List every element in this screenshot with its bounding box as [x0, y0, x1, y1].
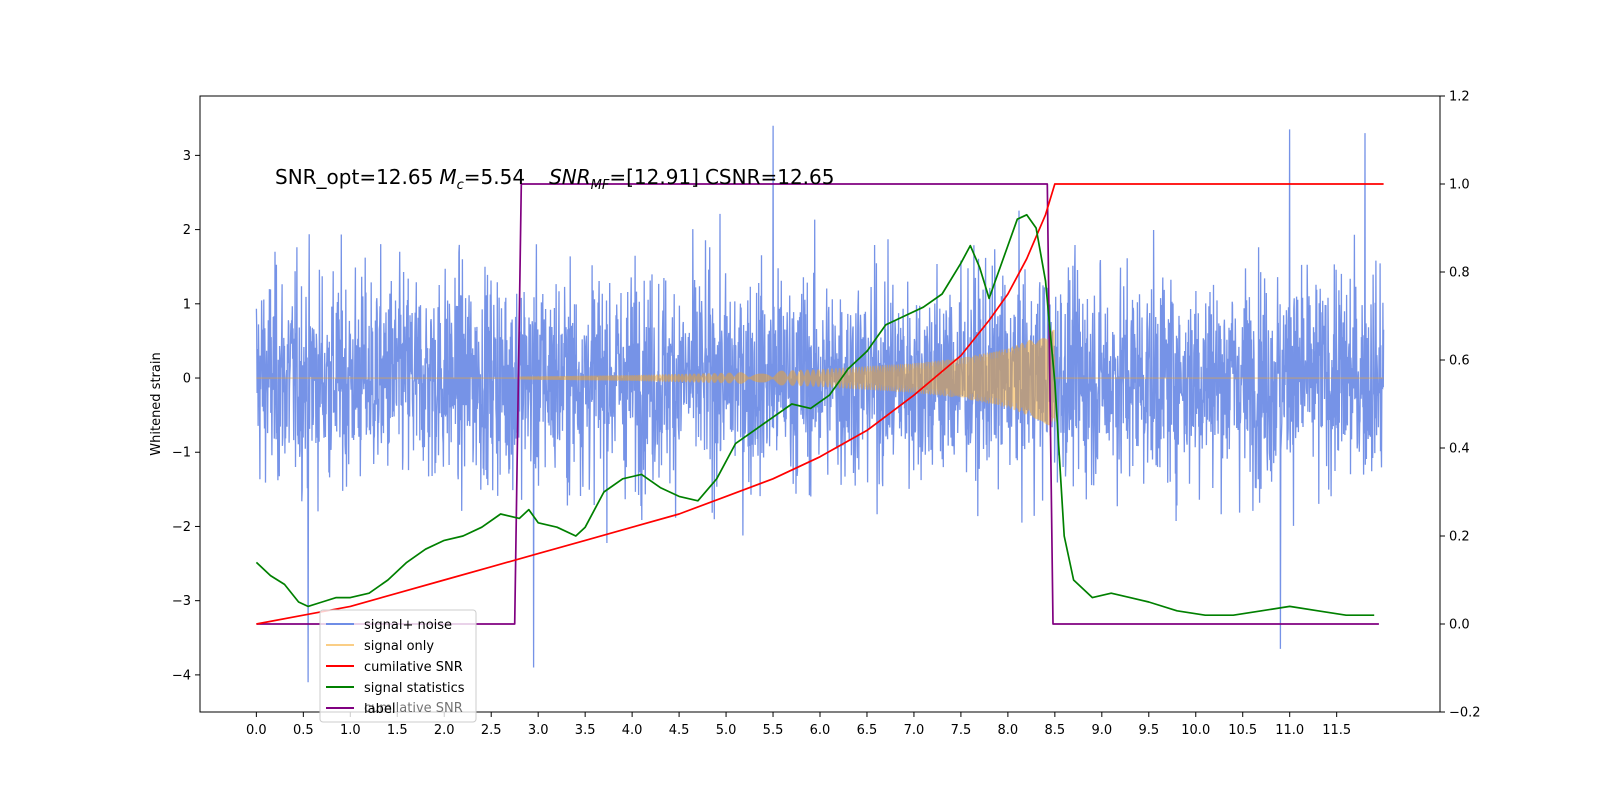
series-signal-statistics-line — [255, 213, 1375, 617]
x-tick-label: 2.5 — [481, 723, 502, 738]
y-tick-label: −4 — [172, 668, 191, 683]
legend-box — [319, 609, 477, 723]
y-axis-label: Whitened strain — [149, 352, 164, 455]
x-tick-label: 6.0 — [810, 723, 831, 738]
y-axis: −4 −3 −2 −1 0 1 2 3 — [172, 149, 200, 683]
x-tick-label: 3.5 — [575, 723, 596, 738]
x-tick-label: 5.5 — [763, 723, 784, 738]
y-tick-label: 0 — [183, 372, 191, 387]
y-tick-label: −2 — [172, 520, 191, 535]
snr-opt-text: SNR_opt=12.65 — [275, 165, 433, 189]
legend-label-signal-noise: signal+ noise — [364, 618, 452, 633]
y-tick-label: 1 — [183, 297, 191, 312]
series-signal-only-line — [256, 329, 1384, 426]
y2-tick-label: 0.6 — [1449, 354, 1470, 369]
legend: cumilative SNR signal+ noise signal only… — [319, 609, 477, 723]
x-tick-label: 8.5 — [1045, 723, 1066, 738]
y-tick-label: 2 — [183, 223, 191, 238]
x-tick-label: 4.0 — [622, 723, 643, 738]
x-tick-label: 2.0 — [434, 723, 455, 738]
x-tick-label: 11.5 — [1322, 723, 1351, 738]
y2-tick-label: 0.8 — [1449, 266, 1470, 281]
x-tick-label: 7.5 — [951, 723, 972, 738]
mc-value: =5.54 — [464, 165, 525, 189]
y-tick-label: −3 — [172, 594, 191, 609]
legend-label-signal-statistics: signal statistics — [364, 681, 465, 696]
x-tick-label: 10.0 — [1181, 723, 1210, 738]
x-axis: 0.0 0.5 1.0 1.5 2.0 2.5 3.0 3.5 4.0 4.5 5.0 5.5 6.0 6… — [246, 712, 1351, 738]
y2-axis-right: −0.2 0.0 0.2 0.4 0.6 0.8 1.0 1.2 — [1440, 90, 1481, 721]
y2-tick-label: 1.0 — [1449, 178, 1470, 193]
y2-tick-label: 0.4 — [1449, 442, 1470, 457]
y2-tick-label: 0.2 — [1449, 530, 1470, 545]
mc-symbol: M — [439, 165, 456, 189]
legend-label-signal-only: signal only — [364, 639, 434, 654]
x-tick-label: 10.5 — [1228, 723, 1257, 738]
csnr-text: CSNR=12.65 — [705, 165, 835, 189]
x-tick-label: 6.5 — [857, 723, 878, 738]
x-tick-label: 5.0 — [716, 723, 737, 738]
x-tick-label: 4.5 — [669, 723, 690, 738]
y2-tick-label: −0.2 — [1449, 706, 1481, 721]
snr-mf-subscript: MF — [591, 178, 610, 193]
x-tick-label: 11.0 — [1275, 723, 1304, 738]
snr-mf-value: =[12.91] — [609, 165, 699, 189]
snr-mf-symbol: SNR — [549, 165, 591, 189]
x-tick-label: 0.0 — [246, 723, 267, 738]
y-tick-label: 3 — [183, 149, 191, 164]
legend-label-label: label — [364, 702, 395, 717]
x-tick-label: 9.0 — [1091, 723, 1112, 738]
x-tick-label: 1.0 — [340, 723, 361, 738]
x-tick-label: 9.5 — [1138, 723, 1159, 738]
mc-subscript: c — [457, 178, 464, 193]
series-cumulative-snr-line — [256, 183, 1384, 625]
chart-annotation: SNR_opt=12.65 Mc=5.54 SNRMF=[12.91] CSNR=12… — [275, 165, 834, 193]
legend-overlap-text: cumilative SNR — [364, 701, 463, 716]
y2-tick-label: 1.2 — [1449, 90, 1470, 105]
y-tick-label: −1 — [172, 446, 191, 461]
x-tick-label: 7.0 — [904, 723, 925, 738]
x-tick-label: 0.5 — [293, 723, 314, 738]
y2-tick-label: 0.0 — [1449, 618, 1470, 633]
x-tick-label: 3.0 — [528, 723, 549, 738]
x-tick-label: 1.5 — [387, 723, 408, 738]
legend-label-cumulative-snr: cumilative SNR — [364, 660, 463, 675]
x-tick-label: 8.0 — [998, 723, 1019, 738]
